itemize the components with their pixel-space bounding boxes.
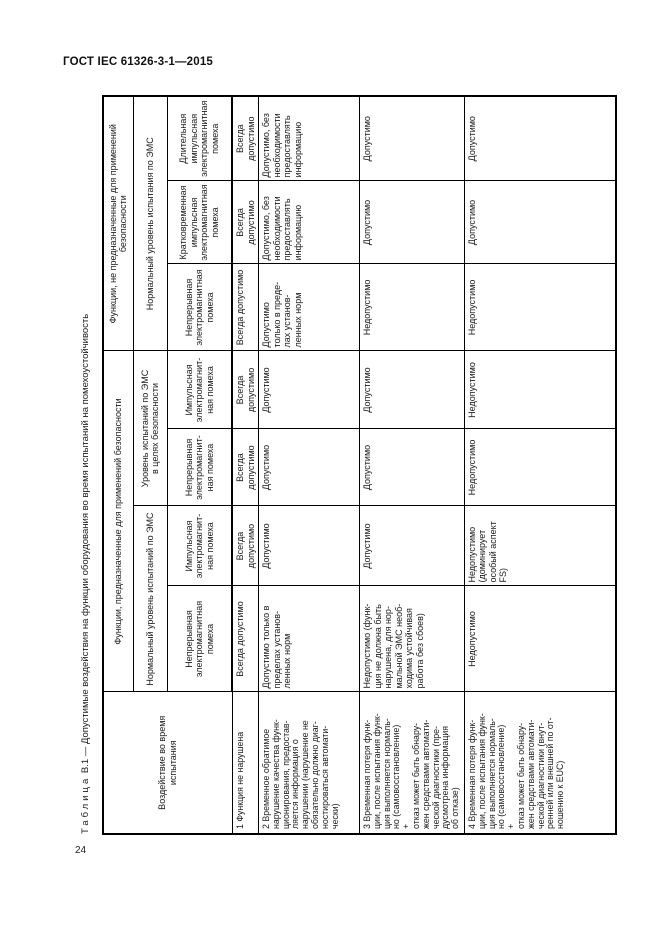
- column-header: Кратковременная импульсная электромагнит…: [167, 180, 232, 264]
- table-cell: Всегда допустимо: [232, 350, 259, 429]
- group-header-non-safety: Функции, не предназначенные для применен…: [103, 95, 133, 351]
- table-cell: Всегда допустимо: [232, 429, 259, 506]
- row-effect: 2 Временное обратимое нарушение качества…: [258, 692, 360, 834]
- column-header: Импульсная электромагнит- ная помеха: [167, 350, 232, 429]
- row-effect: 3 Временная потеря функ- ции, после испы…: [359, 692, 465, 834]
- page-number: 24: [75, 845, 87, 856]
- column-header: Импульсная электромагнит- ная помеха: [167, 506, 232, 586]
- row-effect: 4 Временная потеря функ- ции, после испы…: [464, 692, 617, 834]
- table-cell: Допустимо: [464, 95, 617, 181]
- rotated-table-area: Таблица В.1 — Допустимые воздействия на …: [80, 94, 618, 835]
- subgroup-header-normal-emc: Нормальный уровень испытаний по ЭМС: [133, 506, 167, 692]
- table-cell: Допустимо: [359, 350, 465, 429]
- table-cell: Допустимо, без необходимости предоставля…: [258, 180, 360, 264]
- table-cell: Допустимо: [359, 95, 465, 181]
- column-header: Непрерывная электромагнитная помеха: [167, 586, 232, 692]
- document-header: ГОСТ IEC 61326-3-1—2015: [63, 56, 214, 68]
- table-title: Таблица В.1 — Допустимые воздействия на …: [80, 97, 96, 834]
- table-title-dash: —: [80, 746, 91, 757]
- table-cell: Недопустимо: [464, 350, 617, 429]
- table-cell: Недопустимо: [464, 263, 617, 351]
- table-cell: Допустимо: [359, 506, 465, 586]
- table-cell: Всегда допустимо: [232, 586, 259, 692]
- table-cell: Недопустимо (функ- ция не должна быть на…: [359, 586, 465, 692]
- table-title-number: В.1: [80, 758, 91, 774]
- table-cell: Всегда допустимо: [232, 263, 259, 351]
- table-cell: Допустимо: [359, 180, 465, 264]
- table-title-text: Допустимые воздействия на функции оборуд…: [80, 313, 91, 745]
- column-header: Длительная импульсная электромагнитная п…: [167, 95, 232, 181]
- table-cell: Всегда допустимо: [232, 95, 259, 181]
- column-header: Непрерывная электромагнит- ная помеха: [167, 429, 232, 506]
- table-cell: Допустимо: [258, 506, 360, 586]
- table-cell: Допустимо: [359, 429, 465, 506]
- table-title-label: Таблица: [80, 775, 91, 834]
- table-cell: Недопустимо: [464, 586, 617, 692]
- effects-table: Воздействие во время испытания Функции, …: [102, 94, 618, 835]
- table-cell: Допустимо, без необходимости предоставля…: [258, 95, 360, 181]
- subgroup-header-normal-emc-2: Нормальный уровень испытания по ЭМС: [133, 95, 167, 351]
- group-header-safety: Функции, предназначенные для применений …: [103, 350, 133, 692]
- table-cell: Допустимо: [258, 429, 360, 506]
- corner-header: Воздействие во время испытания: [103, 692, 232, 834]
- table-cell: Недопустимо (доминирует особый аспект FS…: [464, 506, 617, 586]
- rotated-table-inner: Таблица В.1 — Допустимые воздействия на …: [80, 94, 618, 835]
- table-cell: Всегда допустимо: [232, 506, 259, 586]
- table-cell: Недопустимо: [359, 263, 465, 351]
- table-cell: Недопустимо: [464, 429, 617, 506]
- table-cell: Допустимо: [464, 180, 617, 264]
- table-cell: Всегда допустимо: [232, 180, 259, 264]
- table-cell: Допустимо только в пределах установ- лен…: [258, 586, 360, 692]
- row-effect: 1 Функция не нарушена: [232, 692, 259, 834]
- subgroup-header-safety-emc: Уровень испытаний по ЭМС в целях безопас…: [133, 350, 167, 506]
- column-header: Непрерывная электромагнитная помеха: [167, 263, 232, 351]
- table-cell: Допустимо только в преде- лах установ- л…: [258, 263, 360, 351]
- table-cell: Допустимо: [258, 350, 360, 429]
